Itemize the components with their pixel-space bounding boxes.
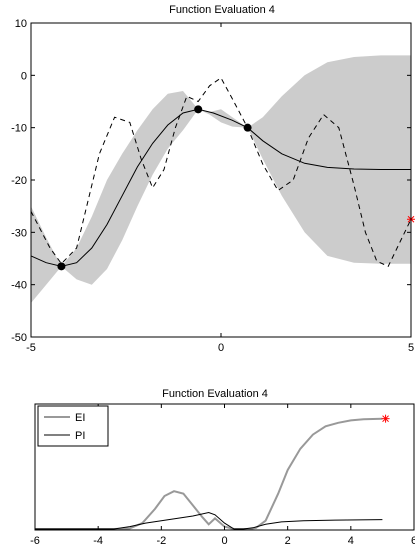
x-tick-label: 6 — [411, 535, 415, 547]
legend: EI PI — [37, 405, 109, 447]
observation-point — [57, 262, 66, 271]
x-tick-label: 0 — [221, 535, 227, 547]
top-lines — [30, 77, 412, 268]
y-tick-label: -40 — [11, 280, 27, 292]
posterior-mean-line — [30, 108, 411, 267]
x-tick-label: 2 — [285, 535, 291, 547]
next-point-marker — [381, 414, 390, 423]
observation-points — [57, 105, 415, 271]
bottom-lines — [35, 414, 390, 530]
x-tick-label: 4 — [348, 535, 354, 547]
legend-box — [37, 405, 109, 447]
confidence-band-area — [31, 55, 411, 304]
observation-point — [243, 123, 252, 132]
y-tick-label: 0 — [21, 70, 27, 82]
y-tick-label: -10 — [11, 123, 27, 135]
legend-ei-label: EI — [75, 412, 85, 424]
legend-pi-label: PI — [75, 430, 85, 442]
bottom-chart-title: Function Evaluation 4 — [162, 388, 268, 400]
x-tick-label: -2 — [156, 535, 166, 547]
y-tick-label: -30 — [11, 227, 27, 239]
bottom-axis-ticks: -6 -4 -2 0 2 4 6 — [30, 404, 415, 547]
pi-line — [35, 511, 383, 530]
top-chart-title: Function Evaluation 4 — [169, 4, 275, 16]
confidence-band — [31, 55, 411, 304]
x-tick-label: -6 — [30, 535, 40, 547]
x-tick-label: -5 — [26, 342, 36, 354]
observation-point — [194, 105, 203, 114]
bottom-chart: Function Evaluation 4 -6 -4 -2 0 2 4 6 EI PI — [30, 388, 415, 547]
y-tick-label: 10 — [15, 18, 27, 30]
y-tick-label: -20 — [11, 175, 27, 187]
x-tick-label: 5 — [408, 342, 414, 354]
next-point-stroke — [382, 415, 389, 423]
top-chart: Function Evaluation 4 -5 0 5-50-40-30-20-1… — [11, 4, 415, 354]
x-tick-label: 0 — [218, 342, 224, 354]
y-tick-label: -50 — [11, 332, 27, 344]
x-tick-label: -4 — [93, 535, 103, 547]
